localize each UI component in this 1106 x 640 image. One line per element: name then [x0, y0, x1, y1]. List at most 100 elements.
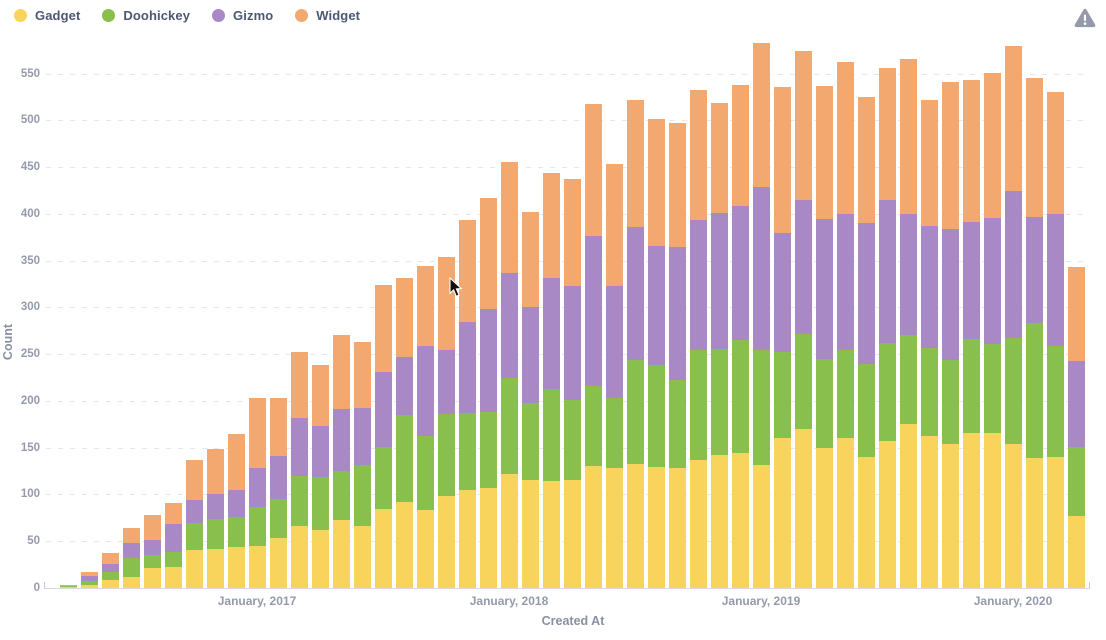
bar-segment-gizmo-2019-11[interactable]	[962, 222, 980, 340]
bar-segment-gizmo-2016-06[interactable]	[101, 563, 119, 573]
bar-segment-doohickey-2019-05[interactable]	[836, 349, 854, 439]
bar-segment-gadget-2017-03[interactable]	[290, 526, 308, 588]
bar-segment-doohickey-2019-09[interactable]	[920, 347, 938, 437]
bar-segment-doohickey-2018-10[interactable]	[689, 350, 707, 460]
bar-segment-gizmo-2017-03[interactable]	[290, 417, 308, 476]
bar-segment-widget-2019-10[interactable]	[941, 82, 959, 229]
bar-2017-07[interactable]	[374, 285, 392, 588]
bar-segment-gadget-2018-06[interactable]	[605, 468, 623, 588]
bar-segment-doohickey-2018-06[interactable]	[605, 398, 623, 469]
bar-2019-01[interactable]	[752, 42, 770, 588]
bar-segment-gizmo-2017-06[interactable]	[353, 408, 371, 465]
bar-2019-12[interactable]	[983, 72, 1001, 588]
bar-segment-doohickey-2019-06[interactable]	[857, 363, 875, 458]
bar-segment-widget-2019-01[interactable]	[752, 42, 770, 187]
bar-segment-gadget-2019-06[interactable]	[857, 457, 875, 588]
bar-2019-11[interactable]	[962, 80, 980, 588]
bar-segment-doohickey-2017-05[interactable]	[332, 471, 350, 520]
bar-segment-widget-2018-12[interactable]	[731, 84, 749, 206]
bar-2016-05[interactable]	[80, 572, 98, 588]
bar-segment-widget-2018-09[interactable]	[668, 123, 686, 247]
bar-segment-doohickey-2018-07[interactable]	[626, 359, 644, 464]
bar-segment-gadget-2018-04[interactable]	[563, 480, 581, 588]
bar-segment-doohickey-2018-02[interactable]	[521, 402, 539, 480]
bar-segment-gizmo-2018-03[interactable]	[542, 277, 560, 389]
bar-segment-gadget-2019-09[interactable]	[920, 436, 938, 588]
bar-segment-widget-2016-12[interactable]	[227, 433, 245, 490]
bar-segment-doohickey-2020-02[interactable]	[1025, 323, 1043, 458]
bar-segment-widget-2016-09[interactable]	[164, 502, 182, 525]
bar-segment-gadget-2017-01[interactable]	[248, 545, 266, 588]
bar-segment-gadget-2019-05[interactable]	[836, 438, 854, 588]
bar-segment-gadget-2016-11[interactable]	[206, 548, 224, 588]
bar-segment-gadget-2019-08[interactable]	[899, 424, 917, 588]
bar-segment-widget-2018-10[interactable]	[689, 90, 707, 221]
bar-2017-03[interactable]	[290, 352, 308, 588]
bar-segment-gadget-2020-02[interactable]	[1025, 458, 1043, 588]
bar-segment-widget-2017-03[interactable]	[290, 352, 308, 418]
bar-segment-widget-2017-07[interactable]	[374, 285, 392, 372]
bar-segment-widget-2019-02[interactable]	[773, 86, 791, 233]
bar-segment-gizmo-2020-04[interactable]	[1067, 360, 1085, 447]
bar-segment-widget-2020-01[interactable]	[1004, 46, 1022, 192]
bar-segment-doohickey-2017-10[interactable]	[437, 414, 455, 497]
bar-segment-gizmo-2017-08[interactable]	[395, 357, 413, 415]
bar-segment-widget-2017-09[interactable]	[416, 266, 434, 346]
bar-segment-doohickey-2016-06[interactable]	[101, 572, 119, 580]
bar-segment-doohickey-2019-12[interactable]	[983, 343, 1001, 433]
bar-segment-gizmo-2018-08[interactable]	[647, 245, 665, 366]
bar-segment-gizmo-2016-12[interactable]	[227, 489, 245, 517]
bar-segment-widget-2017-01[interactable]	[248, 398, 266, 469]
bar-2018-11[interactable]	[710, 102, 728, 588]
bar-segment-widget-2019-07[interactable]	[878, 68, 896, 200]
bar-segment-gadget-2017-06[interactable]	[353, 526, 371, 588]
bar-segment-gizmo-2017-05[interactable]	[332, 409, 350, 472]
bar-2017-10[interactable]	[437, 256, 455, 588]
bar-segment-widget-2016-06[interactable]	[101, 552, 119, 564]
bar-2019-04[interactable]	[815, 85, 833, 588]
bar-segment-gizmo-2017-01[interactable]	[248, 468, 266, 507]
bar-segment-widget-2018-04[interactable]	[563, 179, 581, 286]
bar-2018-05[interactable]	[584, 103, 602, 588]
bar-2016-08[interactable]	[143, 515, 161, 588]
bar-segment-doohickey-2018-03[interactable]	[542, 388, 560, 482]
bar-segment-doohickey-2016-11[interactable]	[206, 518, 224, 549]
bar-segment-gadget-2019-02[interactable]	[773, 438, 791, 588]
bar-segment-gizmo-2019-01[interactable]	[752, 186, 770, 351]
bar-segment-doohickey-2017-06[interactable]	[353, 464, 371, 527]
bar-2018-01[interactable]	[500, 161, 518, 588]
bar-segment-widget-2018-01[interactable]	[500, 161, 518, 273]
bar-2019-03[interactable]	[794, 51, 812, 588]
bar-segment-doohickey-2016-08[interactable]	[143, 555, 161, 569]
bar-segment-gizmo-2019-09[interactable]	[920, 226, 938, 348]
bar-segment-widget-2018-07[interactable]	[626, 99, 644, 228]
bar-segment-gadget-2017-05[interactable]	[332, 519, 350, 588]
bar-2016-09[interactable]	[164, 502, 182, 588]
bar-segment-gizmo-2016-09[interactable]	[164, 524, 182, 553]
bar-2017-05[interactable]	[332, 334, 350, 588]
bar-segment-doohickey-2016-12[interactable]	[227, 516, 245, 547]
bar-segment-doohickey-2019-03[interactable]	[794, 333, 812, 429]
bar-segment-doohickey-2018-09[interactable]	[668, 380, 686, 469]
bar-2018-06[interactable]	[605, 164, 623, 588]
bar-segment-gizmo-2018-11[interactable]	[710, 212, 728, 349]
bar-segment-doohickey-2017-03[interactable]	[290, 475, 308, 527]
bar-segment-gadget-2017-07[interactable]	[374, 508, 392, 588]
legend-item-gadget[interactable]: Gadget	[14, 8, 80, 23]
bar-2018-03[interactable]	[542, 172, 560, 588]
bar-segment-gizmo-2019-12[interactable]	[983, 217, 1001, 344]
bar-segment-gizmo-2018-02[interactable]	[521, 306, 539, 403]
bar-segment-gizmo-2016-11[interactable]	[206, 493, 224, 519]
bar-2017-01[interactable]	[248, 398, 266, 588]
bar-2017-09[interactable]	[416, 266, 434, 588]
bar-segment-gadget-2020-01[interactable]	[1004, 443, 1022, 588]
bar-segment-gadget-2016-05[interactable]	[80, 585, 98, 588]
bar-segment-gizmo-2019-10[interactable]	[941, 228, 959, 360]
bar-2018-08[interactable]	[647, 119, 665, 588]
bar-segment-gadget-2020-03[interactable]	[1046, 457, 1064, 588]
bar-segment-widget-2019-08[interactable]	[899, 58, 917, 214]
bar-segment-gizmo-2018-09[interactable]	[668, 246, 686, 381]
bar-2017-04[interactable]	[311, 365, 329, 588]
bar-2020-04[interactable]	[1067, 267, 1085, 588]
bar-segment-doohickey-2017-04[interactable]	[311, 476, 329, 531]
